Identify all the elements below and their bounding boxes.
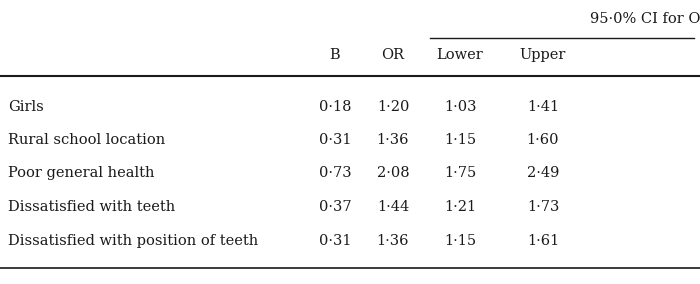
Text: 1·21: 1·21 bbox=[444, 200, 476, 214]
Text: B: B bbox=[330, 48, 340, 62]
Text: Dissatisfied with position of teeth: Dissatisfied with position of teeth bbox=[8, 234, 258, 248]
Text: 95·0% CI for OR: 95·0% CI for OR bbox=[590, 12, 700, 26]
Text: 2·49: 2·49 bbox=[527, 166, 559, 180]
Text: 2·08: 2·08 bbox=[377, 166, 410, 180]
Text: Poor general health: Poor general health bbox=[8, 166, 155, 180]
Text: Upper: Upper bbox=[520, 48, 566, 62]
Text: 1·15: 1·15 bbox=[444, 133, 476, 147]
Text: 0·31: 0·31 bbox=[318, 133, 351, 147]
Text: 0·73: 0·73 bbox=[318, 166, 351, 180]
Text: 1·36: 1·36 bbox=[377, 234, 410, 248]
Text: OR: OR bbox=[382, 48, 405, 62]
Text: 1·44: 1·44 bbox=[377, 200, 409, 214]
Text: 1·03: 1·03 bbox=[444, 100, 476, 114]
Text: 1·20: 1·20 bbox=[377, 100, 410, 114]
Text: 1·36: 1·36 bbox=[377, 133, 410, 147]
Text: Dissatisfied with teeth: Dissatisfied with teeth bbox=[8, 200, 175, 214]
Text: 0·37: 0·37 bbox=[318, 200, 351, 214]
Text: Rural school location: Rural school location bbox=[8, 133, 165, 147]
Text: Girls: Girls bbox=[8, 100, 43, 114]
Text: 0·18: 0·18 bbox=[318, 100, 351, 114]
Text: 1·73: 1·73 bbox=[527, 200, 559, 214]
Text: 1·60: 1·60 bbox=[526, 133, 559, 147]
Text: 1·75: 1·75 bbox=[444, 166, 476, 180]
Text: 1·15: 1·15 bbox=[444, 234, 476, 248]
Text: Lower: Lower bbox=[437, 48, 484, 62]
Text: 1·61: 1·61 bbox=[527, 234, 559, 248]
Text: 0·31: 0·31 bbox=[318, 234, 351, 248]
Text: 1·41: 1·41 bbox=[527, 100, 559, 114]
